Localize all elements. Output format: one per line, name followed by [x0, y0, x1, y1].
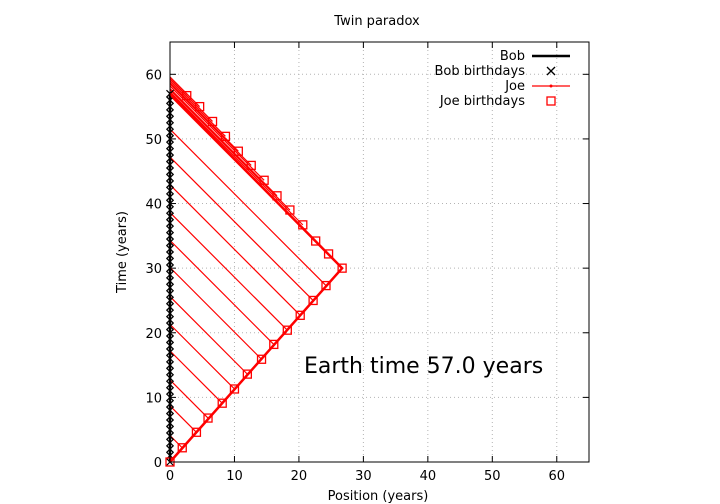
joe-signal-line	[169, 156, 314, 301]
joe-signal-line	[169, 212, 288, 331]
joe-birthday-marker	[323, 249, 334, 259]
joe-signal-line	[169, 88, 278, 197]
joe-birthday-marker	[182, 90, 192, 101]
axis-ticks: 0 10 20 30 40 50 60 0 10 20 30 40 50 60	[145, 42, 589, 484]
legend-sample-joe-dot	[549, 84, 553, 88]
joe-birthday-marker	[311, 236, 321, 246]
joe-signal-line	[169, 323, 235, 390]
joe-birthday-marker	[229, 384, 240, 394]
plot-frame	[169, 41, 590, 463]
joe-birthday-marker	[308, 295, 318, 306]
plot-series	[165, 76, 347, 467]
joe-signal-line	[169, 379, 209, 419]
x-tick-label: 40	[420, 469, 437, 484]
joe-birthday-marker	[256, 354, 267, 364]
legend-label: Bob	[500, 49, 525, 64]
x-axis-label: Position (years)	[328, 489, 429, 504]
joe-worldline	[169, 92, 344, 463]
legend-label: Joe	[504, 79, 525, 94]
joe-signal-line	[169, 128, 327, 287]
joe-signal-line	[169, 267, 262, 360]
joe-birthday-marker	[298, 220, 308, 230]
joe-birthday-marker	[272, 191, 282, 201]
joe-birthday-marker	[269, 339, 279, 350]
joe-signal-line	[169, 80, 226, 137]
joe-birthday-marker	[220, 131, 231, 141]
joe-birthday-marker	[259, 175, 269, 185]
joe-signal-line	[169, 78, 188, 97]
y-tick-label: 10	[145, 391, 162, 406]
joe-birthday-marker	[207, 116, 218, 127]
joe-signal-line	[169, 184, 301, 316]
joe-signal-line	[169, 89, 291, 211]
x-tick-label: 10	[226, 469, 243, 484]
x-tick-label: 30	[355, 469, 372, 484]
legend-label: Joe birthdays	[439, 94, 525, 109]
earth-time-annotation: Earth time 57.0 years	[304, 354, 543, 379]
joe-birthday-marker	[191, 427, 202, 437]
grid	[170, 42, 589, 462]
joe-birthday-marker	[203, 413, 213, 423]
y-tick-label: 20	[145, 327, 162, 342]
joe-birthday-marker	[246, 160, 256, 171]
y-tick-label: 0	[154, 456, 162, 471]
x-tick-label: 50	[484, 469, 501, 484]
legend-sample-joe-birthday	[546, 96, 556, 106]
joe-signal-line	[169, 83, 252, 166]
joe-signal-line	[169, 296, 248, 375]
joe-birthday-marker	[217, 398, 227, 408]
y-tick-label: 30	[145, 262, 162, 277]
joe-birthday-marker	[233, 146, 243, 156]
joe-birthday-marker	[282, 325, 292, 335]
y-tick-label: 40	[145, 198, 162, 213]
legend-label: Bob birthdays	[435, 64, 526, 79]
y-axis-label: Time (years)	[115, 211, 130, 294]
joe-signal-line	[169, 85, 265, 181]
y-tick-label: 50	[145, 133, 162, 148]
x-tick-label: 0	[166, 469, 174, 484]
joe-birthday-marker	[177, 443, 187, 453]
legend-sample-bob-birthday	[546, 66, 556, 76]
y-tick-label: 60	[145, 68, 162, 83]
x-tick-label: 20	[291, 469, 308, 484]
joe-birthday-marker	[337, 263, 347, 273]
joe-signal-line	[169, 239, 275, 345]
x-tick-label: 60	[548, 469, 565, 484]
joe-birthday-marker	[295, 310, 305, 320]
joe-birthday-marker	[195, 101, 205, 112]
chart-title: Twin paradox	[333, 14, 420, 29]
joe-birthday-marker	[285, 205, 295, 215]
joe-signal-line	[169, 350, 223, 404]
joe-signal-line	[169, 91, 304, 226]
joe-birthday-marker	[242, 369, 253, 379]
joe-birthday-marker	[321, 280, 331, 291]
